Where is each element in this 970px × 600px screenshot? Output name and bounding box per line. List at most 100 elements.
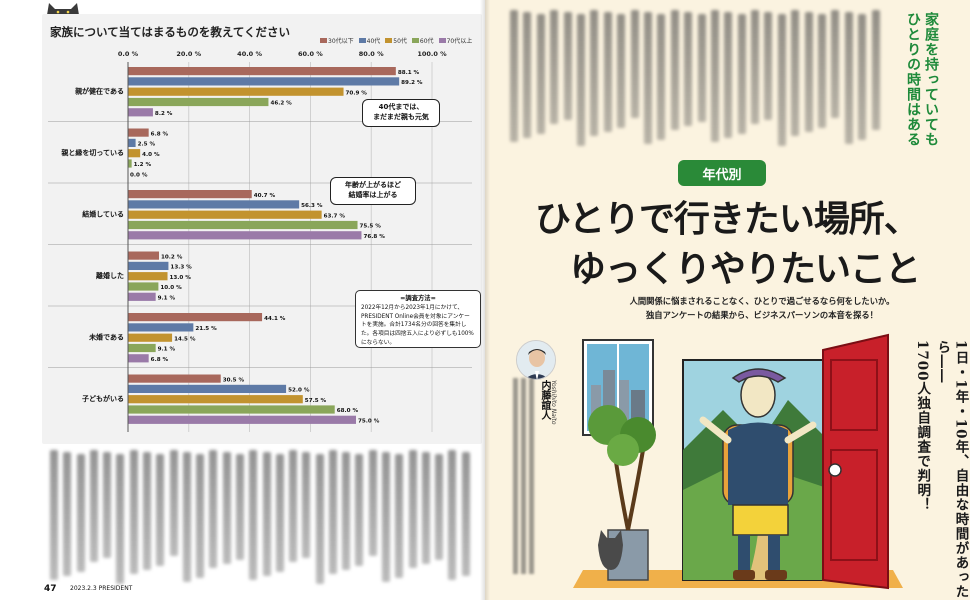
bar	[128, 282, 159, 291]
legend-label: 50代	[393, 38, 407, 45]
vertical-copy-1: 1日・1年・10年、自由な時間があったら――	[934, 340, 969, 600]
blurred-text-column	[382, 452, 391, 582]
bar-value-label: 63.7 %	[324, 213, 346, 219]
blurred-text-column	[858, 14, 867, 140]
annotation-parents-text: 40代までは、 まだまだ親も元気	[373, 103, 429, 121]
blurred-text-column	[657, 14, 666, 140]
survey-note-body: 2022年12月から2023年1月にかけて、PRESIDENT Online会員…	[361, 304, 474, 347]
left-page: 家族について当てはまるものを教えてください 30代以下 40代 50代 60代 70代以…	[42, 3, 482, 594]
legend-item: 40代	[358, 36, 380, 45]
blurred-text-column	[103, 452, 112, 558]
hiker-door-illustration	[573, 333, 903, 590]
bar	[128, 200, 300, 209]
blurred-text-column	[590, 10, 599, 136]
blurred-text-column	[315, 454, 324, 584]
bar-value-label: 70.9 %	[346, 90, 368, 96]
page-gutter	[480, 0, 490, 600]
bar-value-label: 13.3 %	[170, 265, 192, 271]
survey-note-title: =調査方法=	[400, 295, 436, 302]
bar-value-label: 14.5 %	[174, 336, 196, 342]
category-label: 未婚である	[89, 333, 124, 342]
bar-value-label: 68.0 %	[337, 408, 359, 414]
bar-value-label: 6.8 %	[151, 131, 169, 137]
blurred-text-column	[751, 10, 760, 124]
side-heading-2: ひとりの時間はある	[905, 12, 921, 147]
chart-title: 家族について当てはまるものを教えてください	[50, 25, 291, 39]
bar	[128, 77, 400, 86]
blurred-text-column	[50, 450, 58, 580]
category-label: 離婚した	[96, 271, 124, 280]
blurred-text-column	[764, 12, 773, 120]
blurred-text-column	[818, 14, 827, 128]
blurred-text-column	[368, 450, 377, 556]
x-tick-label: 40.0 %	[237, 50, 262, 58]
bar-value-label: 75.5 %	[360, 224, 382, 230]
bar-value-label: 46.2 %	[270, 101, 292, 107]
x-tick-label: 100.0 %	[417, 50, 447, 58]
blurred-text-column	[523, 12, 532, 138]
blurred-text-column	[142, 452, 151, 570]
author-bio-blurred	[513, 378, 537, 574]
bar	[128, 292, 156, 301]
blurred-text-column	[89, 450, 98, 562]
legend-swatch	[320, 38, 327, 43]
lede: 人間関係に悩まされることなく、ひとりで過ごせるなら何をしたいか。 独自アンケート…	[567, 294, 957, 322]
x-tick-label: 0.0 %	[118, 50, 139, 58]
annotation-marriage: 年齢が上がるほど 結婚率は上がる	[330, 177, 416, 205]
blurred-text-column	[536, 14, 545, 134]
bar-value-label: 8.2 %	[155, 111, 173, 117]
blurred-text-column	[670, 10, 679, 130]
blurred-text-column	[603, 12, 612, 132]
blurred-text-column	[724, 12, 733, 138]
blurred-text-column	[550, 10, 559, 124]
bar	[128, 67, 396, 76]
blurred-text-column	[461, 452, 470, 576]
blurred-text-column	[169, 450, 178, 556]
bar	[128, 395, 303, 404]
blurred-text-column	[355, 454, 364, 566]
blurred-text-column	[395, 454, 404, 578]
bar	[128, 384, 287, 393]
blurred-text-column	[871, 10, 880, 130]
blurred-text-column	[196, 454, 205, 578]
bar-value-label: 76.8 %	[363, 234, 385, 240]
bar	[128, 354, 149, 363]
blurred-text-column	[182, 452, 191, 582]
blurred-text-column	[249, 450, 258, 580]
bar	[128, 313, 263, 322]
bar	[128, 323, 194, 332]
category-label: 結婚している	[82, 210, 124, 219]
bar	[128, 159, 132, 168]
bar	[128, 415, 356, 424]
legend-item: 30代以下	[320, 36, 354, 45]
blurred-text-column	[116, 454, 125, 584]
annotation-parents: 40代までは、 まだまだ親も元気	[362, 99, 440, 127]
bar-value-label: 9.1 %	[158, 347, 176, 353]
blurred-text-column	[408, 450, 417, 568]
bar-value-label: 4.0 %	[142, 152, 160, 158]
blurred-text-column	[844, 12, 853, 144]
chart-legend: 30代以下 40代 50代 60代 70代以上	[320, 36, 472, 45]
bar-value-label: 0.0 %	[130, 173, 148, 179]
legend-label: 30代以下	[328, 38, 354, 45]
blurred-body-text	[50, 450, 475, 585]
bar	[128, 261, 169, 270]
legend-label: 70代以上	[446, 38, 473, 45]
bar	[128, 138, 136, 147]
lede-line2: 独自アンケートの結果から、ビジネスパーソンの本音を探る！	[646, 310, 878, 321]
bar-value-label: 30.5 %	[223, 377, 245, 383]
bar-value-label: 88.1 %	[398, 70, 420, 76]
magazine-issue: 2023.2.3 PRESIDENT	[70, 585, 133, 592]
headline-line1: ひとりで行きたい場所、	[535, 198, 920, 240]
blurred-text-column	[697, 14, 706, 122]
bar	[128, 374, 221, 383]
bar-value-label: 56.3 %	[301, 203, 323, 209]
blurred-text-column	[777, 14, 786, 146]
blurred-text-column	[710, 10, 719, 142]
x-tick-label: 60.0 %	[298, 50, 323, 58]
blurred-text-column	[643, 12, 652, 144]
category-label: 親が健在である	[75, 87, 124, 96]
bar-value-label: 10.0 %	[160, 285, 182, 291]
bar	[128, 220, 358, 230]
bar-value-label: 13.0 %	[170, 275, 192, 281]
